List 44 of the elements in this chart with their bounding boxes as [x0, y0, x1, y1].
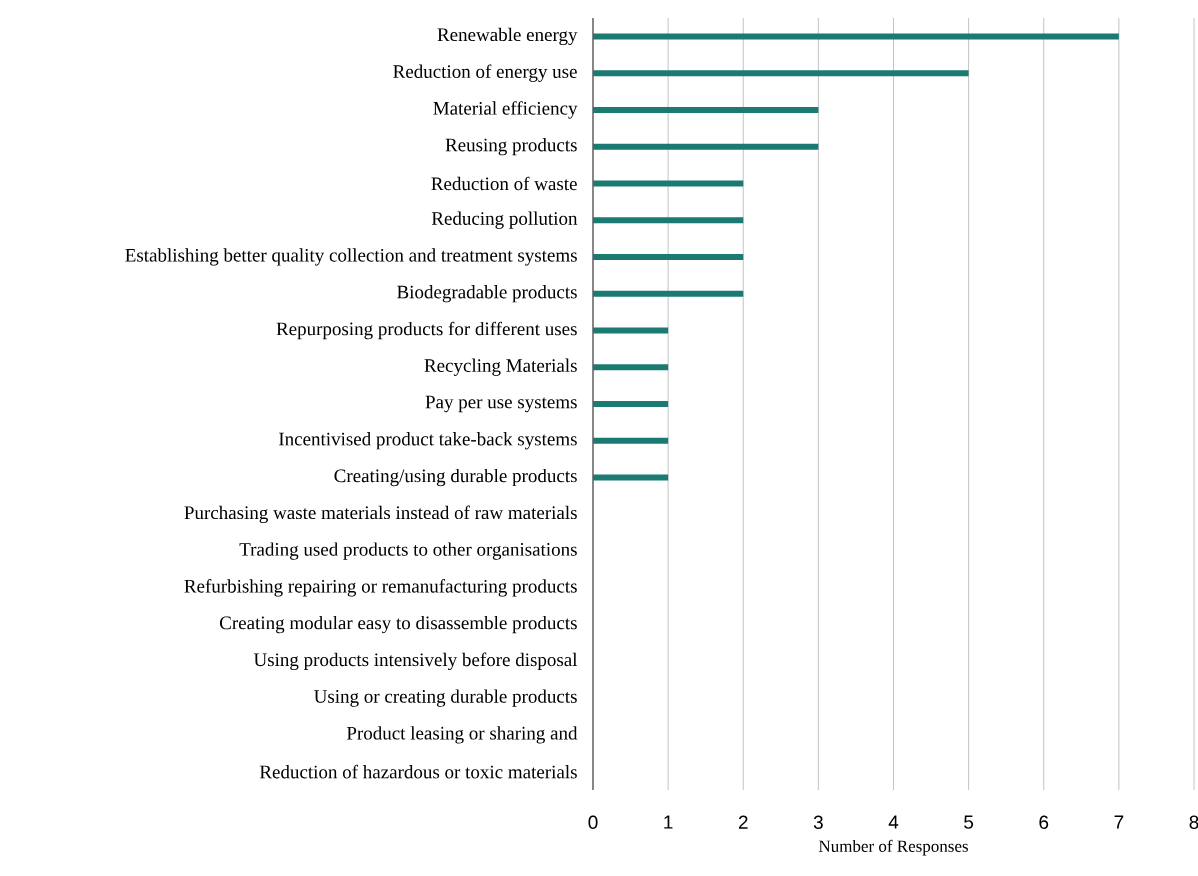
- bar: [593, 474, 669, 481]
- bar: [593, 401, 669, 407]
- y-tick-label: Material efficiency: [433, 101, 578, 119]
- bar: [593, 70, 969, 77]
- y-tick-label: Recycling Materials: [424, 358, 577, 376]
- x-tick-label: 0: [588, 815, 598, 829]
- bar: [593, 364, 669, 371]
- x-tick-label: 3: [813, 815, 823, 829]
- y-tick-label: Product leasing or sharing and: [346, 726, 578, 744]
- y-tick-label: Incentivised product take-back systems: [279, 432, 577, 450]
- x-tick-label: 7: [1114, 815, 1124, 829]
- y-tick-label: Reduction of energy use: [393, 64, 577, 82]
- bar: [593, 290, 744, 297]
- bar: [593, 253, 744, 260]
- y-tick-label: Reducing pollution: [431, 211, 578, 229]
- bar: [593, 106, 819, 113]
- y-tick-label: Repurposing products for different uses: [276, 321, 577, 340]
- y-tick-label: Biodegradable products: [397, 285, 577, 303]
- y-tick-label: Creating/using durable products: [334, 468, 577, 487]
- y-tick-label: Creating modular easy to disassemble products: [219, 615, 577, 634]
- y-tick-label: Pay per use systems: [425, 395, 577, 413]
- y-tick-label: Reduction of waste: [431, 176, 577, 191]
- x-tick-label: 6: [1039, 815, 1049, 829]
- y-tick-label: Purchasing waste materials instead of raw materials: [184, 505, 577, 524]
- y-tick-label: Using products intensively before disposal: [253, 652, 578, 671]
- y-tick-label: Using or creating durable products: [314, 689, 577, 707]
- x-tick-label: 1: [664, 815, 673, 829]
- bar: [593, 180, 744, 187]
- x-tick-label: 4: [888, 815, 899, 829]
- y-tick-label: Reusing products: [445, 138, 577, 156]
- bar: [593, 143, 819, 150]
- x-tick-label: 8: [1189, 815, 1198, 829]
- y-tick-label: Renewable energy: [437, 27, 578, 46]
- bar: [593, 33, 1119, 40]
- bar: [593, 437, 669, 444]
- x-tick-label: 2: [738, 815, 748, 829]
- bar: [593, 327, 669, 334]
- y-tick-label: Refurbishing repairing or remanufacturing products: [184, 579, 577, 597]
- x-axis-title: Number of Responses: [818, 839, 968, 856]
- y-tick-label: Establishing better quality collection and treatment systems: [125, 248, 577, 266]
- x-tick-label: 5: [964, 815, 974, 829]
- bar: [593, 217, 744, 224]
- y-tick-label: Trading used products to other organisations: [239, 542, 577, 560]
- y-tick-label: Reduction of hazardous or toxic materials: [259, 764, 577, 779]
